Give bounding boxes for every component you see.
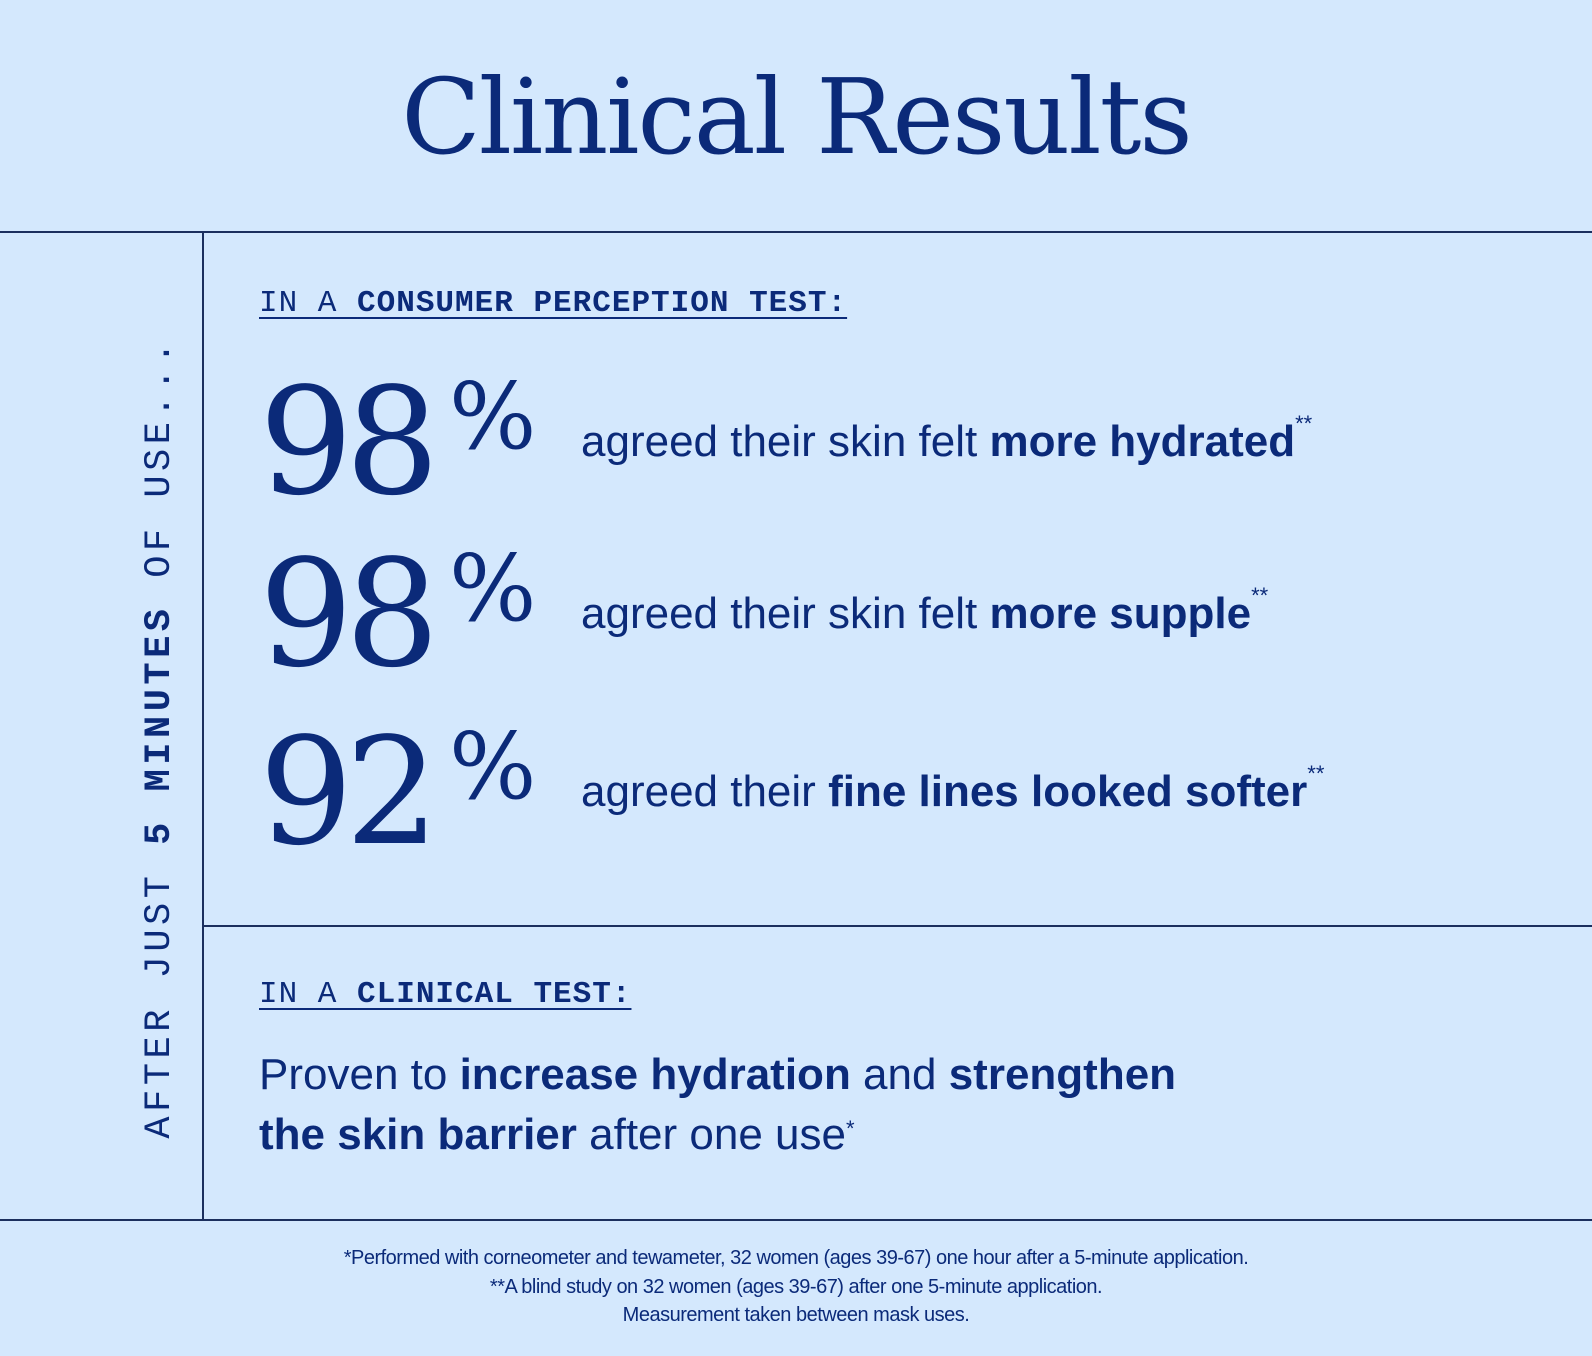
stat-bold: more hydrated (989, 417, 1296, 466)
stat-row: 98 % agreed their skin felt more supple*… (259, 529, 1268, 699)
consumer-test-heading: IN A CONSUMER PERCEPTION TEST: (259, 286, 847, 321)
footnote: Measurement taken between mask uses. (622, 1304, 970, 1326)
clinical-claim: Proven to increase hydration and strengt… (259, 1045, 1176, 1165)
stat-row: 92 % agreed their fine lines looked soft… (259, 707, 1324, 877)
stat-bold: fine lines looked softer (828, 767, 1308, 816)
claim-bold: increase hydration (459, 1050, 851, 1099)
middle-divider (203, 925, 1592, 927)
side-label-suffix: OF USE... (139, 337, 181, 605)
stat-text: agreed their skin felt (581, 417, 990, 466)
bottom-divider (0, 1219, 1592, 1221)
stat-description: agreed their skin felt more supple** (581, 583, 1268, 639)
claim-bold: strengthen (948, 1050, 1177, 1099)
footnotes: *Performed with corneometer and tewamete… (0, 1244, 1592, 1330)
side-label-bold: 5 MINUTES (139, 604, 181, 845)
page-title: Clinical Results (401, 56, 1193, 178)
clinical-test-heading: IN A CLINICAL TEST: (259, 977, 631, 1012)
claim-bold: the skin barrier (259, 1110, 577, 1159)
heading-bold: CONSUMER PERCEPTION TEST: (357, 286, 848, 321)
footnote-mark: ** (1307, 761, 1325, 786)
percent-sign: % (449, 713, 537, 820)
claim-text: after one use (576, 1110, 846, 1159)
heading-bold: CLINICAL TEST: (357, 977, 632, 1012)
top-divider (0, 231, 1592, 233)
stat-description: agreed their fine lines looked softer** (581, 761, 1324, 817)
percent-sign: % (449, 535, 537, 642)
heading-prefix: IN A (259, 286, 358, 321)
footnote: **A blind study on 32 women (ages 39-67)… (489, 1275, 1103, 1298)
footnote: *Performed with corneometer and tewamete… (343, 1247, 1249, 1269)
stat-value: 92 (259, 706, 439, 878)
stat-row: 98 % agreed their skin felt more hydrate… (259, 357, 1312, 527)
side-label: AFTER JUST 5 MINUTES OF USE... (139, 337, 181, 1138)
stat-bold: more supple (989, 589, 1252, 638)
footnote-mark: * (845, 1116, 855, 1141)
stat-description: agreed their skin felt more hydrated** (581, 411, 1312, 467)
claim-text: Proven to (259, 1050, 460, 1099)
side-label-prefix: AFTER JUST (139, 844, 181, 1139)
stat-value: 98 (259, 356, 439, 528)
stat-text: agreed their (581, 767, 829, 816)
side-divider (202, 231, 204, 1221)
stat-text: agreed their skin felt (581, 589, 990, 638)
claim-text: and (850, 1050, 949, 1099)
heading-prefix: IN A (259, 977, 358, 1012)
stat-value: 98 (259, 528, 439, 700)
percent-sign: % (449, 363, 537, 470)
footnote-mark: ** (1295, 411, 1313, 436)
footnote-mark: ** (1251, 583, 1269, 608)
